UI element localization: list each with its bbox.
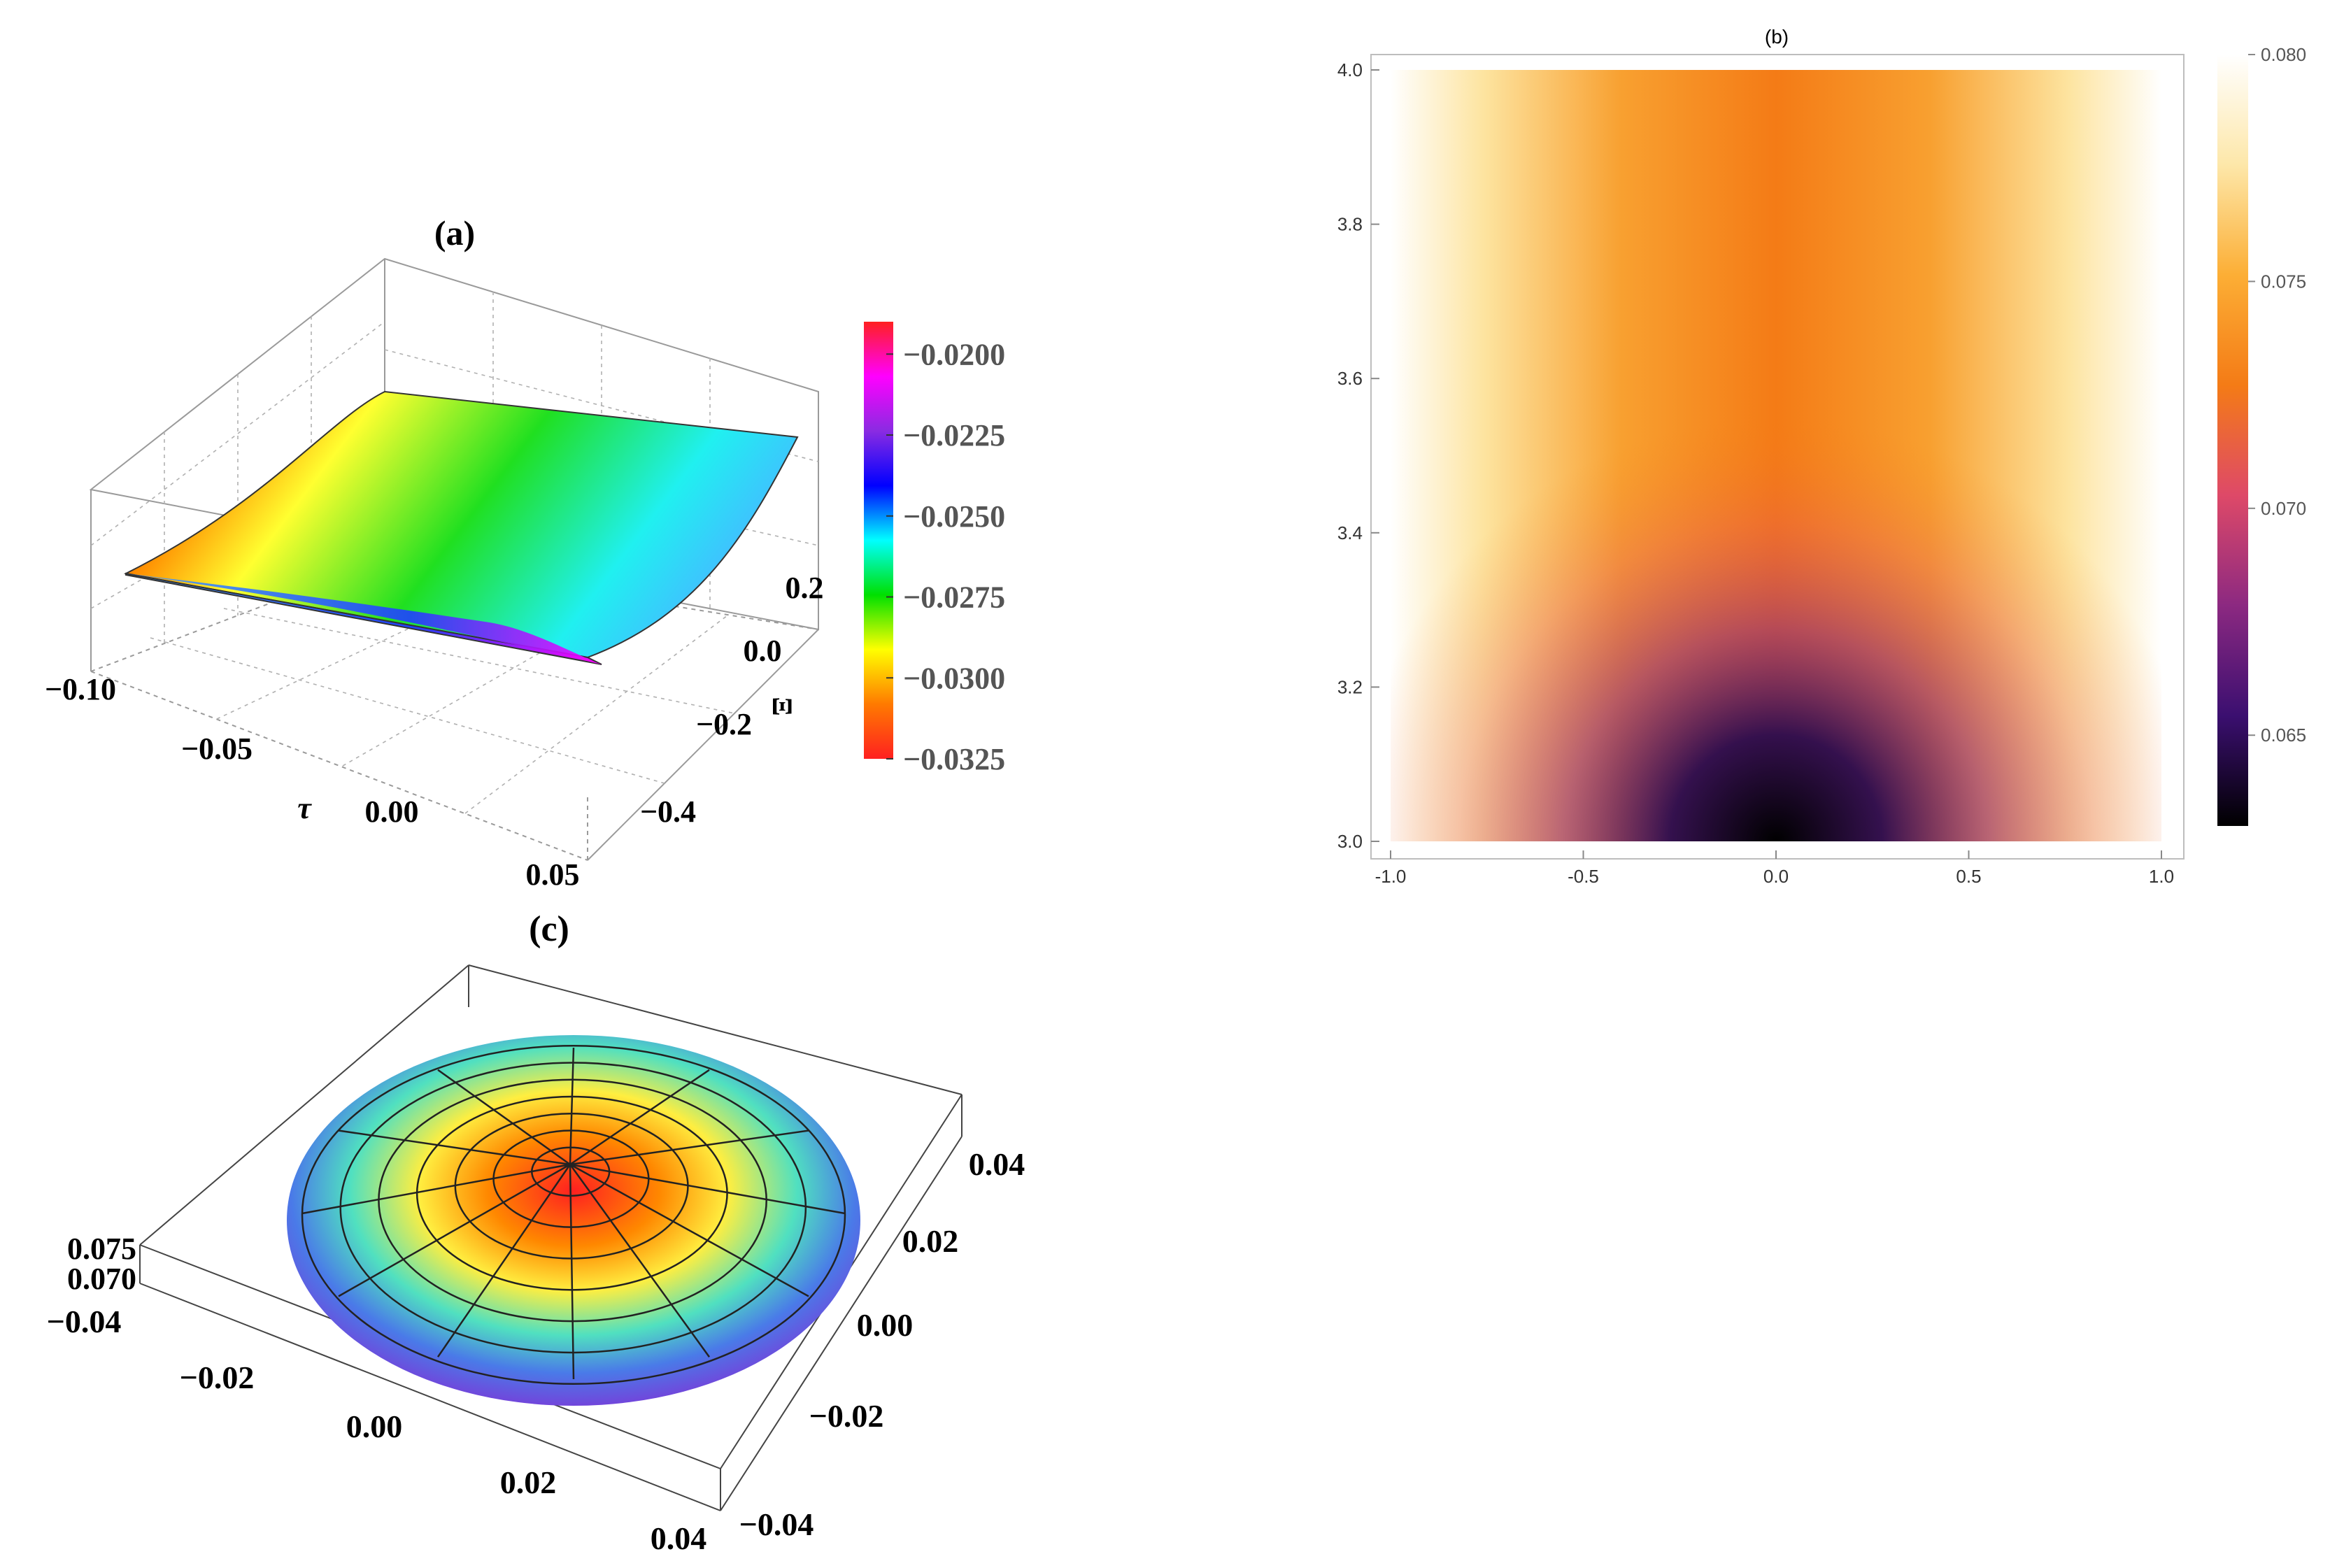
panel-a-title: (a) (434, 213, 475, 252)
panel-b-colorbar-ticks: 0.065 0.070 0.075 0.080 (2248, 44, 2306, 746)
panel-c-mesh (301, 1044, 846, 1385)
panel-c-mesh-spoke (569, 1164, 575, 1379)
panel-a-surface-top (123, 390, 799, 659)
panel-c-mesh-spoke (569, 1163, 846, 1215)
panel-a-x-ticks: −0.10 −0.05 0.00 0.05 (45, 672, 580, 892)
panel-c-x-tick: 0.02 (500, 1464, 557, 1500)
panel-b-y-tick-label: 3.2 (1337, 676, 1363, 697)
panel-c-x-tick: 0.00 (346, 1409, 403, 1444)
panel-b-colorbar (2217, 55, 2248, 826)
panel-b-y-ticks: 3.0 3.2 3.4 3.6 3.8 4.0 (1337, 59, 1379, 852)
panel-c-mesh-spoke (338, 1129, 571, 1166)
panel-a-x-tick: −0.05 (181, 732, 253, 766)
panel-b-colorbar-tick-label: 0.075 (2261, 271, 2306, 292)
panel-c-y-tick: 0.02 (902, 1223, 959, 1259)
panel-a-x-tick: 0.00 (365, 794, 419, 829)
panel-c-title: (c) (529, 909, 569, 949)
panel-c-dome (287, 1035, 860, 1406)
panel-c-x-tick: 0.04 (651, 1520, 707, 1556)
panel-c-x-tick: −0.02 (180, 1360, 255, 1395)
panel-b-y-tick-label: 4.0 (1337, 59, 1363, 80)
panel-b-y-tick-label: 3.6 (1337, 368, 1363, 389)
panel-a-colorbar-tick-label: −0.0250 (903, 499, 1005, 534)
panel-c-y-ticks: −0.04 −0.02 0.00 0.02 0.04 (739, 1146, 1025, 1542)
panel-b-x-ticks: -1.0 -0.5 0.0 0.5 1.0 (1375, 850, 2174, 887)
panel-a-colorbar-ticks: −0.0200 −0.0225 −0.0250 −0.0275 −0.0300 −0.03… (886, 337, 1005, 776)
panel-a-y-tick: 0.0 (744, 634, 782, 668)
panel-b-y-tick-label: 3.8 (1337, 214, 1363, 235)
panel-a-x-tick: −0.10 (45, 672, 116, 706)
panel-a-colorbar-tick-label: −0.0275 (903, 580, 1005, 615)
panel-c-x-tick: −0.04 (47, 1304, 122, 1339)
panel-c-mesh-spoke (437, 1069, 571, 1166)
panel-c-mesh-spoke (338, 1163, 571, 1297)
panel-b-title: (b) (1765, 26, 1789, 48)
panel-b-heat-core (1391, 70, 2161, 841)
panel-b-x-tick-label: 0.0 (1763, 866, 1789, 887)
panel-c-y-tick: −0.02 (809, 1398, 884, 1434)
panel-c-mesh-spoke (569, 1129, 809, 1166)
panel-c-mesh-spoke (436, 1164, 571, 1357)
panel-a-y-tick: −0.4 (640, 794, 696, 829)
panel-c-x-ticks: −0.04 −0.02 0.00 0.02 0.04 (47, 1304, 707, 1556)
panel-a-y-ticks: −0.4 −0.2 0.0 0.2 (640, 571, 824, 829)
panel-b-colorbar-tick-label: 0.080 (2261, 44, 2306, 65)
panel-c-y-tick: −0.04 (739, 1506, 814, 1542)
panel-c-y-tick: 0.04 (969, 1146, 1025, 1182)
panel-c-mesh-ring (301, 1044, 846, 1385)
panel-b-x-tick-label: -0.5 (1568, 866, 1599, 887)
panel-a-x-label: τ (297, 791, 312, 825)
panel-c-surface: (c) 0.075 0.070 −0.04 −0.02 0.00 0.02 0.… (47, 909, 1025, 1556)
panel-a-colorbar-tick-label: −0.0300 (903, 661, 1005, 695)
panel-c-z-tick: 0.070 (67, 1262, 136, 1296)
panel-a-colorbar-tick-label: −0.0325 (903, 742, 1005, 776)
panel-a-y-tick: −0.2 (696, 707, 752, 741)
panel-c-mesh-spoke (569, 1164, 711, 1357)
panel-b-x-tick-label: -1.0 (1375, 866, 1407, 887)
panel-a-y-label: Ξ (767, 697, 798, 715)
panel-c-mesh-spoke (569, 1047, 575, 1165)
panel-b-x-tick-label: 1.0 (2149, 866, 2174, 887)
panel-c-mesh-spoke (569, 1163, 809, 1297)
panel-a-y-tick: 0.2 (786, 571, 824, 605)
panel-c-mesh-spoke (301, 1163, 571, 1215)
panel-a-x-tick: 0.05 (526, 857, 580, 892)
panel-b-y-tick-label: 3.4 (1337, 522, 1363, 543)
panel-b-colorbar-tick-label: 0.065 (2261, 725, 2306, 746)
panel-b-x-tick-label: 0.5 (1956, 866, 1981, 887)
panel-c-y-tick: 0.00 (857, 1307, 914, 1343)
panel-c-mesh-spoke (569, 1069, 710, 1166)
panel-a-surface: (a) (45, 213, 1005, 892)
panel-a-colorbar-tick-label: −0.0225 (903, 418, 1005, 452)
panel-a-colorbar (864, 322, 893, 759)
panel-b-colorbar-tick-label: 0.070 (2261, 498, 2306, 519)
panel-b-heatmap: (b) -1.0 -0.5 0.0 0.5 1.0 3.0 3.2 3.4 3.6 3.8 4.0… (1337, 26, 2306, 887)
panel-c-z-tick: 0.075 (67, 1232, 136, 1266)
panel-a-colorbar-tick-label: −0.0200 (903, 337, 1005, 371)
panel-b-y-tick-label: 3.0 (1337, 831, 1363, 852)
